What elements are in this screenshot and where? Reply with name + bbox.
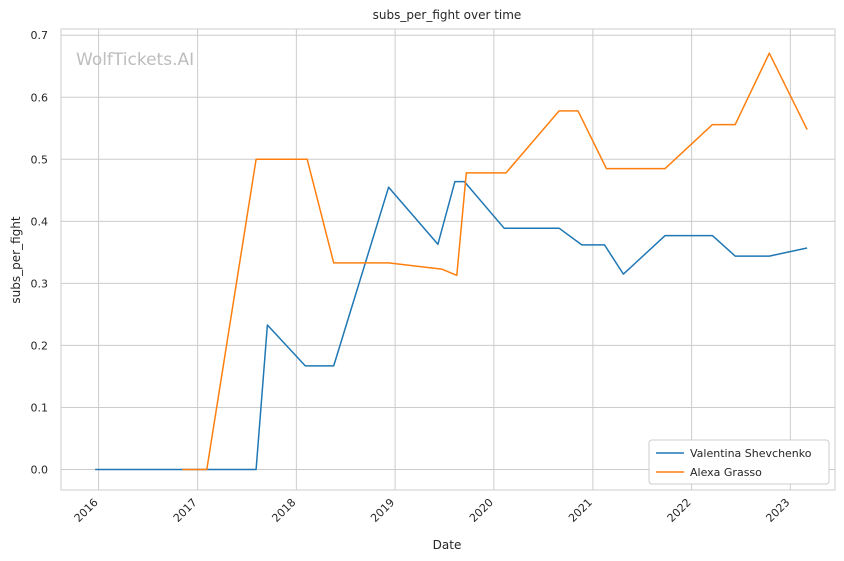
legend-label-valentina-shevchenko: Valentina Shevchenko: [690, 447, 812, 460]
chart-title: subs_per_fight over time: [373, 8, 522, 22]
legend-label-alexa-grasso: Alexa Grasso: [690, 466, 762, 479]
series-line-valentina-shevchenko: [95, 180, 808, 471]
plot-frame: [60, 28, 836, 491]
y-tick-label: 0.7: [31, 29, 49, 42]
grid: [61, 29, 835, 490]
y-axis-ticks: 0.0 0.1 0.2 0.3 0.4 0.5 0.6 0.7: [31, 29, 49, 476]
y-tick-label: 0.5: [31, 153, 49, 166]
legend: Valentina Shevchenko Alexa Grasso: [648, 439, 830, 485]
x-axis-label: Date: [433, 538, 462, 552]
y-tick-label: 0.6: [31, 91, 49, 104]
series-line-alexa-grasso: [182, 52, 808, 471]
y-axis-label: subs_per_fight: [9, 216, 23, 303]
legend-box: [648, 439, 830, 485]
y-tick-label: 0.1: [31, 401, 49, 414]
watermark: WolfTickets.AI: [76, 50, 194, 70]
y-tick-label: 0.2: [31, 339, 49, 352]
series-lines: [95, 52, 808, 471]
y-tick-label: 0.3: [31, 277, 49, 290]
y-tick-label: 0.0: [31, 464, 49, 477]
y-tick-label: 0.4: [31, 215, 49, 228]
